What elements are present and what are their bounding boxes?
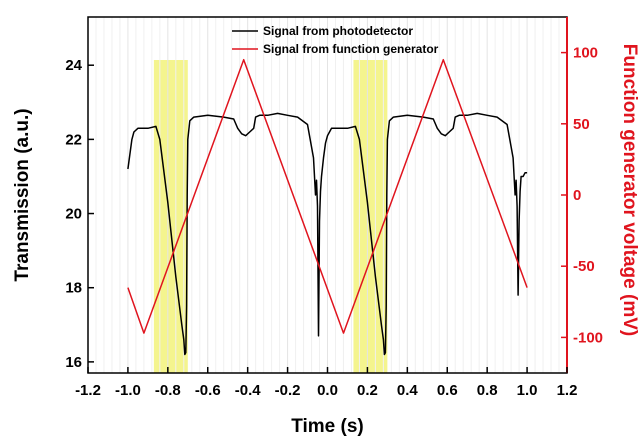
y-tick-label: 22 — [65, 131, 82, 148]
y-tick-label: 20 — [65, 206, 82, 223]
x-tick-label: 0.8 — [477, 382, 498, 399]
x-tick-label: 1.0 — [517, 382, 538, 399]
series-lines — [127, 58, 528, 356]
x-tick-label: -1.2 — [75, 382, 101, 399]
y2-tick-label: 0 — [573, 187, 581, 204]
y-tick-label: 16 — [65, 354, 82, 371]
x-axis-ticks: -1.2 -1.0 -0.8 -0.6 -0.4 -0.2 0.0 0.2 0.4 0.6 0.8 1… — [75, 367, 577, 399]
y-axis-ticks: 16 18 20 22 24 — [65, 57, 94, 371]
x-tick-label: 0.2 — [357, 382, 378, 399]
y-axis-label: Transmission (a.u.) — [12, 108, 33, 281]
y2-axis-ticks: -100 -50 0 50 100 — [561, 45, 603, 346]
x-tick-label: -0.6 — [195, 382, 221, 399]
vertical-grid — [95, 17, 560, 373]
x-axis-label: Time (s) — [291, 416, 364, 437]
x-tick-label: 0.6 — [437, 382, 458, 399]
legend-label-generator: Signal from function generator — [263, 42, 439, 56]
y-tick-label: 24 — [65, 57, 82, 74]
x-tick-label: 1.2 — [557, 382, 578, 399]
legend-label-photodetector: Signal from photodetector — [263, 24, 413, 38]
y2-tick-label: 50 — [573, 116, 590, 133]
highlight-bands — [153, 60, 388, 373]
photodetector-line — [127, 112, 528, 356]
x-tick-label: 0.4 — [397, 382, 419, 399]
x-tick-label: -0.8 — [155, 382, 181, 399]
y2-tick-label: -50 — [573, 258, 595, 275]
generator-line — [127, 58, 528, 334]
y-tick-label: 18 — [65, 280, 82, 297]
legend: Signal from photodetector Signal from fu… — [232, 24, 439, 56]
y2-axis-label: Function generator voltage (mV) — [619, 44, 640, 336]
x-tick-label: -0.2 — [275, 382, 301, 399]
y2-tick-label: 100 — [573, 45, 598, 62]
x-tick-label: -1.0 — [115, 382, 141, 399]
x-tick-label: 0.0 — [317, 382, 338, 399]
y2-tick-label: -100 — [573, 329, 603, 346]
x-tick-label: -0.4 — [235, 382, 262, 399]
